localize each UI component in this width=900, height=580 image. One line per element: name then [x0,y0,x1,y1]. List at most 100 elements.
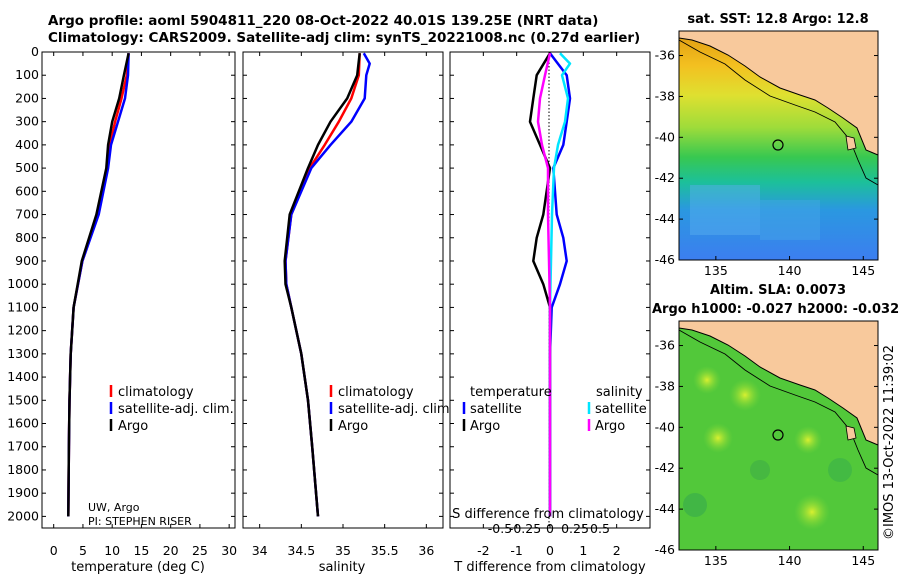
x-tick-label: 35.5 [371,543,399,558]
y-tick-label: 1900 [7,485,39,500]
map-y-tick-label: -40 [655,419,675,434]
map-x-tick-label: 135 [704,553,728,568]
t-difference-ticks: -2 -1 0 1 2 [477,52,621,558]
x-tick-label: 36 [418,543,434,558]
difference-panel: -2 -1 0 1 2 T difference from climatology S … [449,51,651,575]
salinity-ticks: 34 34.5 35 35.5 36 [252,52,434,558]
y-tick-label: 400 [15,137,39,152]
s-difference-xlabel: S difference from climatology [452,507,644,522]
temperature-panel: 0100200300400500600700800900100011001200… [7,44,237,575]
map-x-tick-label: 145 [851,263,875,278]
land-mask [679,321,878,445]
salinity-xlabel: salinity [319,560,366,575]
series-sal-argo [536,52,552,517]
map-y-tick-label: -46 [655,252,675,267]
s-tick-label: -0.5 [488,521,512,536]
sla-map-title: Altim. SLA: 0.0073 [710,283,846,298]
y-tick-label: 1700 [7,439,39,454]
sst-map-frame [678,30,879,261]
sst-map: sat. SST: 12.8 Argo: 12.8 135 140 145 -36 -3… [655,12,879,278]
x-tick-label: 0 [546,543,554,558]
s-tick-label: 0.25 [561,521,589,536]
island [845,425,857,441]
s-tick-label: -0.25 [509,521,541,536]
y-tick-label: 1600 [7,416,39,431]
x-tick-label: 35 [335,543,351,558]
legend-label-satellite: satellite-adj. clim. [118,402,234,417]
y-tick-label: 800 [15,230,39,245]
legend-label-climatology: climatology [338,385,414,400]
figure-title-line2: Climatology: CARS2009. Satellite-adj cli… [48,30,641,46]
salinity-axes [242,51,444,529]
t-difference-xlabel: T difference from climatology [453,560,646,575]
sst-map-title: sat. SST: 12.8 Argo: 12.8 [687,12,868,27]
s-tick-label: 0 [546,521,554,536]
x-tick-label: 34.5 [287,543,315,558]
credit-text: ©IMOS 13-Oct-2022 11:39:02 [882,345,897,540]
map-x-tick-label: 145 [851,553,875,568]
map-y-tick-label: -40 [655,129,675,144]
y-tick-label: 2000 [7,508,39,523]
legend-label-climatology: climatology [118,385,194,400]
map-y-tick-label: -46 [655,542,675,557]
difference-legend: temperature satellite Argo salinity sate… [462,385,647,434]
map-y-tick-label: -36 [655,48,675,63]
depth-ticks: 0 100 200 300 400 500 600 700 800 900 1000 1100 1200… [7,44,235,523]
map-y-tick-label: -44 [655,211,675,226]
temperature-xlabel: temperature (deg C) [71,560,205,575]
y-tick-label: 600 [15,183,39,198]
map-y-tick-label: -42 [655,170,675,185]
legend-label-temp-satellite: satellite [470,402,522,417]
legend-label-argo: Argo [338,419,368,434]
coastline [678,37,879,156]
x-tick-label: -1 [510,543,522,558]
series-argo [67,52,130,517]
y-tick-label: 1300 [7,346,39,361]
x-tick-label: 1 [579,543,587,558]
temperature-ticks: 0 5 10 15 20 25 30 [50,52,237,558]
legend-label-sal-satellite: satellite [595,402,647,417]
x-tick-label: 5 [79,543,87,558]
y-tick-label: 200 [15,90,39,105]
x-tick-label: -2 [477,543,489,558]
map-y-tick-label: -38 [655,88,675,103]
x-tick-label: 10 [104,543,120,558]
map-y-tick-label: -38 [655,378,675,393]
s-tick-label: 0.5 [590,521,610,536]
argo-location-marker [772,429,784,441]
coastline [678,327,879,446]
y-tick-label: 700 [15,207,39,222]
y-tick-label: 1500 [7,392,39,407]
x-tick-label: 25 [192,543,208,558]
y-tick-label: 1400 [7,369,39,384]
data-source-label: UW, Argo [88,501,140,514]
y-tick-label: 500 [15,160,39,175]
legend-label-argo: Argo [118,419,148,434]
y-tick-label: 1000 [7,276,39,291]
x-tick-label: 20 [163,543,179,558]
salinity-panel: 34 34.5 35 35.5 36 salinity climatology sate… [242,51,454,575]
x-tick-label: 30 [221,543,237,558]
legend-label-sal-argo: Argo [595,419,625,434]
legend-label-temp-argo: Argo [470,419,500,434]
temperature-axes [41,51,236,529]
y-tick-label: 900 [15,253,39,268]
y-tick-label: 1200 [7,323,39,338]
map-x-tick-label: 140 [778,553,802,568]
x-tick-label: 2 [613,543,621,558]
map-y-tick-label: -42 [655,460,675,475]
map-y-tick-label: -36 [655,338,675,353]
y-tick-label: 1100 [7,299,39,314]
sla-map-subtitle: Argo h1000: -0.027 h2000: -0.032 [652,302,899,317]
x-tick-label: 34 [252,543,268,558]
bathymetry-contour [678,329,879,476]
sla-map-frame [678,320,879,551]
map-x-tick-label: 135 [704,263,728,278]
map-y-tick-label: -44 [655,501,675,516]
land-mask [679,31,878,155]
map-x-tick-label: 140 [778,263,802,278]
series-argo [283,53,361,517]
island [845,135,857,151]
bathymetry-contour [678,39,879,186]
